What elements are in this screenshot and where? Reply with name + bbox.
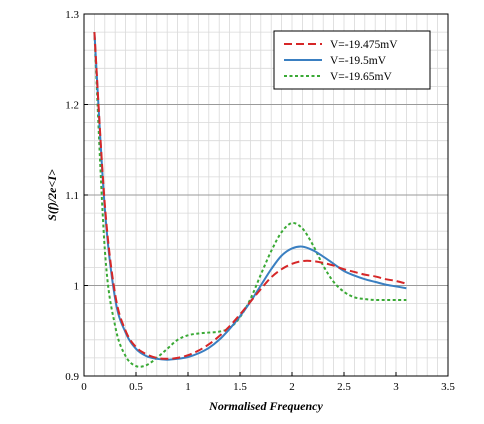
series-layer <box>93 32 407 368</box>
y-tick-label: 1.1 <box>65 190 79 202</box>
legend-label-2: V=-19.5mV <box>330 55 387 67</box>
legend: V=-19.475mV V=-19.5mV V=-19.65mV <box>273 30 431 90</box>
x-tick-label: 1 <box>185 381 191 393</box>
y-tick-label: 1.3 <box>65 9 79 21</box>
x-tick-label: 2.5 <box>337 381 351 393</box>
x-tick-label: 0.5 <box>129 381 143 393</box>
series-line-2 <box>93 32 407 361</box>
y-tick-label: 1.2 <box>65 100 79 112</box>
x-tick-label: 2 <box>289 381 295 393</box>
x-tick-label: 3 <box>393 381 399 393</box>
x-tick-label: 1.5 <box>233 381 247 393</box>
x-tick-label: 3.5 <box>441 381 455 393</box>
y-axis-label: S(f)/2e<I> <box>45 169 59 221</box>
series-line-1 <box>93 32 407 360</box>
legend-label-3: V=-19.65mV <box>330 71 392 83</box>
y-tick-label: 1 <box>74 281 80 293</box>
y-tick-label: 0.9 <box>65 371 79 383</box>
legend-label-1: V=-19.475mV <box>330 39 398 51</box>
axis-ticks: 0 0.5 1 1.5 2 2.5 3 3.5 0.9 1 1.1 1.2 1.3 <box>65 9 455 393</box>
x-tick-label: 0 <box>81 381 87 393</box>
x-axis-label: Normalised Frequency <box>208 399 323 413</box>
